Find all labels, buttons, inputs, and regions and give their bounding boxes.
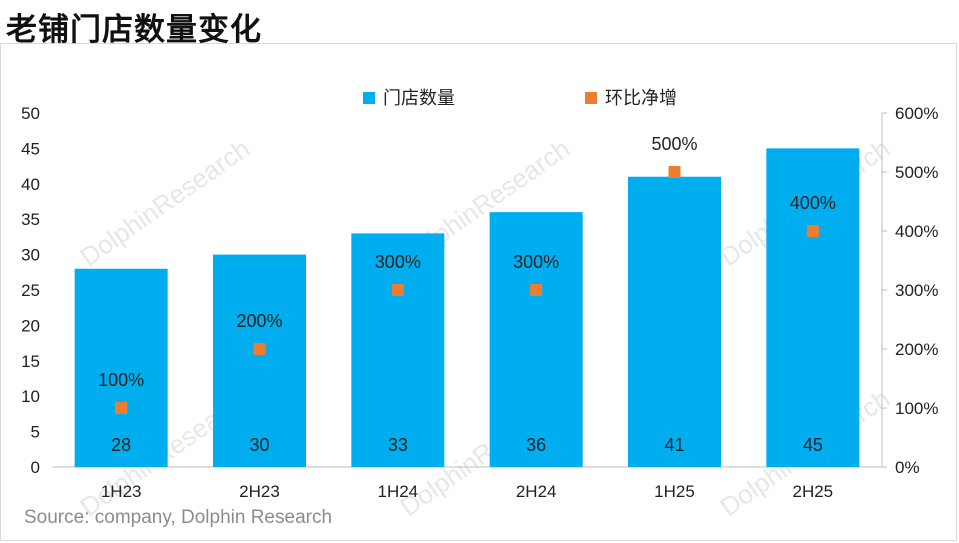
y-right-tick-label: 200% bbox=[895, 340, 938, 359]
axes: 051015202530354045500%100%200%300%400%50… bbox=[21, 104, 938, 501]
bar bbox=[351, 233, 445, 467]
marker-data-label: 500% bbox=[651, 134, 697, 154]
y-left-tick-label: 0 bbox=[31, 458, 40, 477]
bar bbox=[628, 176, 721, 467]
y-right-tick-label: 300% bbox=[895, 281, 938, 300]
y-left-tick-label: 15 bbox=[21, 352, 40, 371]
marker-data-label: 100% bbox=[98, 370, 144, 390]
bar-data-label: 33 bbox=[388, 435, 408, 455]
y-right-tick-label: 500% bbox=[895, 163, 938, 182]
y-left-tick-label: 5 bbox=[31, 423, 40, 442]
marker-point bbox=[806, 225, 819, 237]
marker-point bbox=[253, 343, 266, 355]
source-note: Source: company, Dolphin Research bbox=[24, 507, 333, 528]
marker-data-label: 300% bbox=[513, 252, 559, 272]
marker-series: 100% 200% 300% 300% 500% 400% bbox=[98, 134, 836, 414]
marker-point bbox=[668, 166, 681, 178]
x-tick-label: 2H25 bbox=[793, 482, 834, 501]
marker-data-label: 400% bbox=[790, 193, 836, 213]
y-left-tick-label: 35 bbox=[21, 210, 40, 229]
bar-data-label: 28 bbox=[111, 435, 131, 455]
bar bbox=[74, 268, 168, 467]
y-left-tick-label: 30 bbox=[21, 246, 40, 265]
bar bbox=[489, 212, 583, 467]
y-left-tick-label: 10 bbox=[21, 387, 40, 406]
x-tick-label: 1H24 bbox=[378, 482, 419, 501]
marker-data-label: 300% bbox=[375, 252, 421, 272]
marker-data-label: 200% bbox=[236, 311, 282, 331]
chart-frame bbox=[0, 43, 957, 541]
legend-label-marker: 环比净增 bbox=[605, 88, 677, 109]
y-left-tick-label: 45 bbox=[21, 139, 40, 158]
marker-point bbox=[530, 284, 543, 296]
y-right-tick-label: 400% bbox=[895, 222, 938, 241]
y-left-tick-label: 25 bbox=[21, 281, 40, 300]
bar-data-label: 30 bbox=[249, 435, 269, 455]
bar-data-label: 41 bbox=[664, 435, 684, 455]
bar bbox=[766, 148, 860, 467]
y-left-tick-label: 20 bbox=[21, 316, 40, 335]
legend: 门店数量 环比净增 bbox=[363, 88, 677, 109]
x-tick-label: 2H23 bbox=[239, 482, 280, 501]
x-tick-label: 1H25 bbox=[654, 482, 695, 501]
bar-data-label: 45 bbox=[803, 435, 823, 455]
bar-series: 28 30 33 36 41 45 bbox=[74, 148, 860, 467]
x-tick-label: 2H24 bbox=[516, 482, 557, 501]
y-left-tick-label: 40 bbox=[21, 175, 40, 194]
legend-label-bar: 门店数量 bbox=[383, 88, 455, 109]
chart-title: 老铺门店数量变化 bbox=[6, 12, 262, 48]
y-left-tick-label: 50 bbox=[21, 104, 40, 123]
legend-swatch-marker bbox=[585, 92, 597, 104]
marker-point bbox=[391, 284, 404, 296]
y-right-tick-label: 100% bbox=[895, 399, 938, 418]
marker-point bbox=[115, 402, 128, 414]
watermark-text: DolphinResearch bbox=[75, 133, 256, 272]
y-right-tick-label: 600% bbox=[895, 104, 938, 123]
bar-data-label: 36 bbox=[526, 435, 546, 455]
bar bbox=[213, 254, 306, 467]
legend-swatch-bar bbox=[363, 92, 375, 104]
y-right-tick-label: 0% bbox=[895, 458, 920, 477]
x-tick-label: 1H23 bbox=[101, 482, 142, 501]
